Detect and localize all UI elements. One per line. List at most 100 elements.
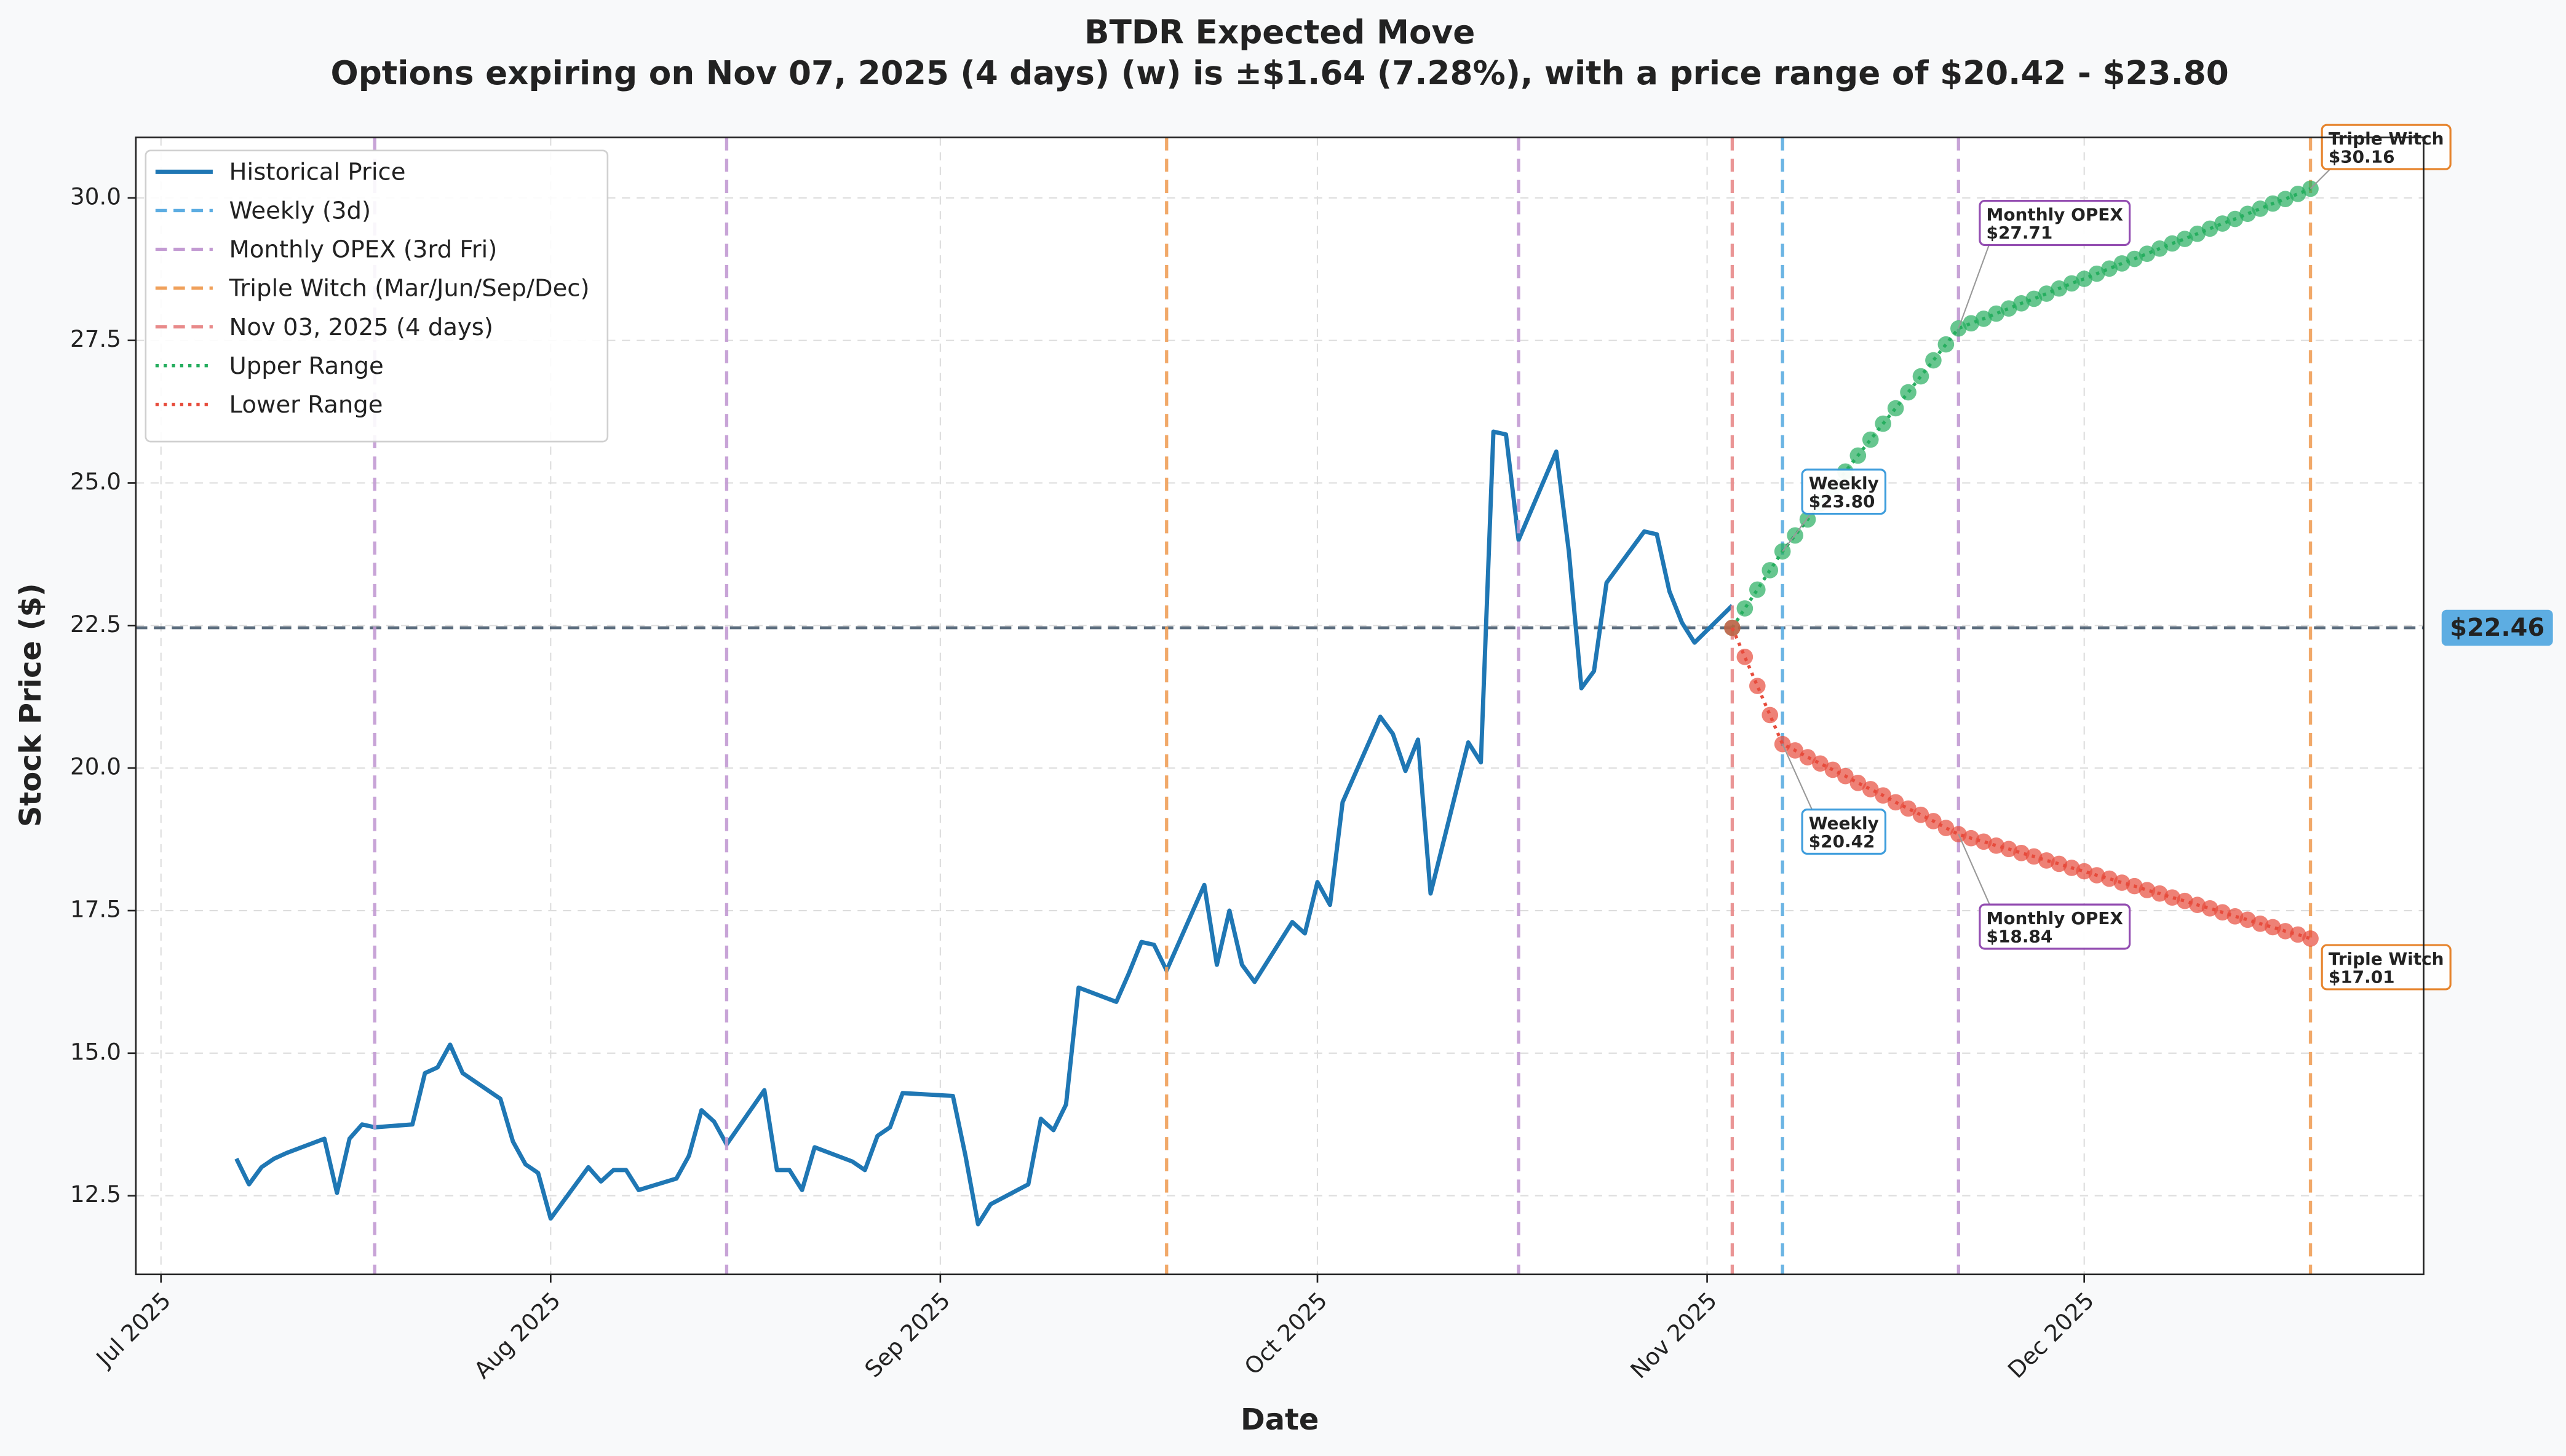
range-point xyxy=(2063,860,2080,876)
range-point xyxy=(2277,923,2294,940)
range-point xyxy=(2126,250,2143,267)
range-point xyxy=(2000,300,2017,317)
range-point xyxy=(1774,543,1791,560)
y-tick-label: 17.5 xyxy=(70,896,121,923)
legend-label: Nov 03, 2025 (4 days) xyxy=(229,314,493,341)
legend-label: Weekly (3d) xyxy=(229,197,371,225)
range-point xyxy=(2189,896,2206,914)
range-point xyxy=(1887,794,1904,811)
range-point xyxy=(1799,749,1816,766)
range-point xyxy=(1862,781,1879,797)
range-point xyxy=(1749,581,1766,598)
series-line xyxy=(234,429,1734,1227)
annotation-text: Monthly OPEX xyxy=(1987,205,2123,225)
range-point xyxy=(2201,900,2218,917)
range-point xyxy=(1736,600,1754,617)
range-point xyxy=(2214,215,2231,232)
annotation-connector xyxy=(1782,743,1813,810)
annotation-text: Monthly OPEX xyxy=(1987,908,2123,928)
legend-box xyxy=(145,149,609,443)
range-point xyxy=(2189,225,2206,242)
range-point xyxy=(2289,926,2306,943)
range-point xyxy=(1963,829,1980,847)
range-point xyxy=(2239,205,2256,223)
range-point xyxy=(1875,787,1891,804)
annotation-text: Weekly xyxy=(1809,813,1879,834)
annotation-box xyxy=(1979,200,2131,247)
y-tick-label: 20.0 xyxy=(70,753,121,780)
legend-label: Upper Range xyxy=(229,352,384,380)
chart-title: BTDR Expected Move xyxy=(1084,14,1475,52)
range-point xyxy=(2252,200,2269,217)
legend-label: Monthly OPEX (3rd Fri) xyxy=(229,236,498,264)
range-point xyxy=(1937,336,1955,353)
range-point xyxy=(2289,186,2306,202)
annotation-box xyxy=(2321,124,2452,170)
y-axis-label: Stock Price ($) xyxy=(14,583,48,827)
y-tick-label: 30.0 xyxy=(70,183,121,210)
range-point xyxy=(2088,265,2105,282)
annotation-text: Weekly xyxy=(1809,473,1879,494)
annotation-box xyxy=(1979,903,2131,950)
range-point xyxy=(2151,240,2168,257)
annotation-connector xyxy=(2310,167,2332,189)
annotation-value: $18.84 xyxy=(1987,926,2053,946)
range-point xyxy=(2013,845,2030,861)
range-point xyxy=(2239,911,2256,928)
range-point xyxy=(2226,908,2244,925)
annotation-text: Triple Witch xyxy=(2329,949,2444,969)
range-point xyxy=(1875,415,1891,432)
range-point xyxy=(2201,220,2218,237)
range-point xyxy=(2214,904,2231,921)
y-tick-label: 22.5 xyxy=(70,611,121,638)
range-point xyxy=(2226,210,2244,228)
range-point xyxy=(1912,806,1929,823)
annotation-box xyxy=(1801,809,1887,855)
legend: Historical Price Weekly (3d) Monthly OPEX … xyxy=(145,149,609,443)
current-price-label: $22.46 xyxy=(2450,614,2544,642)
range-point xyxy=(2051,855,2068,872)
legend-label: Triple Witch (Mar/Jun/Sep/Dec) xyxy=(229,275,590,303)
y-tick-label: 25.0 xyxy=(70,468,121,495)
range-point xyxy=(2277,191,2294,207)
range-point xyxy=(2139,882,2156,898)
range-point xyxy=(2063,275,2080,292)
range-point xyxy=(1925,352,1942,369)
range-point xyxy=(2164,235,2181,252)
annotation-value: $23.80 xyxy=(1809,491,1875,512)
range-point xyxy=(2076,863,2092,880)
range-point xyxy=(2088,867,2105,884)
annotation-box xyxy=(2321,944,2452,991)
range-point xyxy=(2302,930,2319,947)
annotation-box xyxy=(1801,469,1887,515)
annotation-connector xyxy=(1958,243,1990,329)
range-point xyxy=(1736,649,1754,665)
range-point xyxy=(1988,837,2004,854)
range-point xyxy=(1887,400,1904,417)
range-point xyxy=(2013,295,2030,312)
annotation-connector xyxy=(1958,834,1990,905)
annotation-connector xyxy=(1782,512,1813,552)
range-point xyxy=(1925,813,1942,829)
x-axis-label: Date xyxy=(1241,1403,1319,1437)
chart-subtitle: Options expiring on Nov 07, 2025 (4 days… xyxy=(331,54,2229,92)
range-point xyxy=(2252,916,2269,932)
range-point xyxy=(2176,892,2193,909)
annotation-value: $20.42 xyxy=(1809,831,1875,852)
range-point xyxy=(1724,619,1741,636)
y-tick-label: 15.0 xyxy=(70,1038,121,1065)
plot-frame xyxy=(135,136,2425,1275)
range-point xyxy=(2126,877,2143,895)
y-tick-label: 27.5 xyxy=(70,325,121,352)
range-point xyxy=(2139,245,2156,262)
annotation-value: $27.71 xyxy=(1987,223,2053,243)
range-point xyxy=(2264,195,2281,212)
range-point xyxy=(2076,271,2092,287)
annotation-value: $30.16 xyxy=(2329,146,2395,167)
range-point xyxy=(1762,562,1779,579)
current-price-box xyxy=(2441,609,2553,646)
range-point xyxy=(1862,431,1879,448)
